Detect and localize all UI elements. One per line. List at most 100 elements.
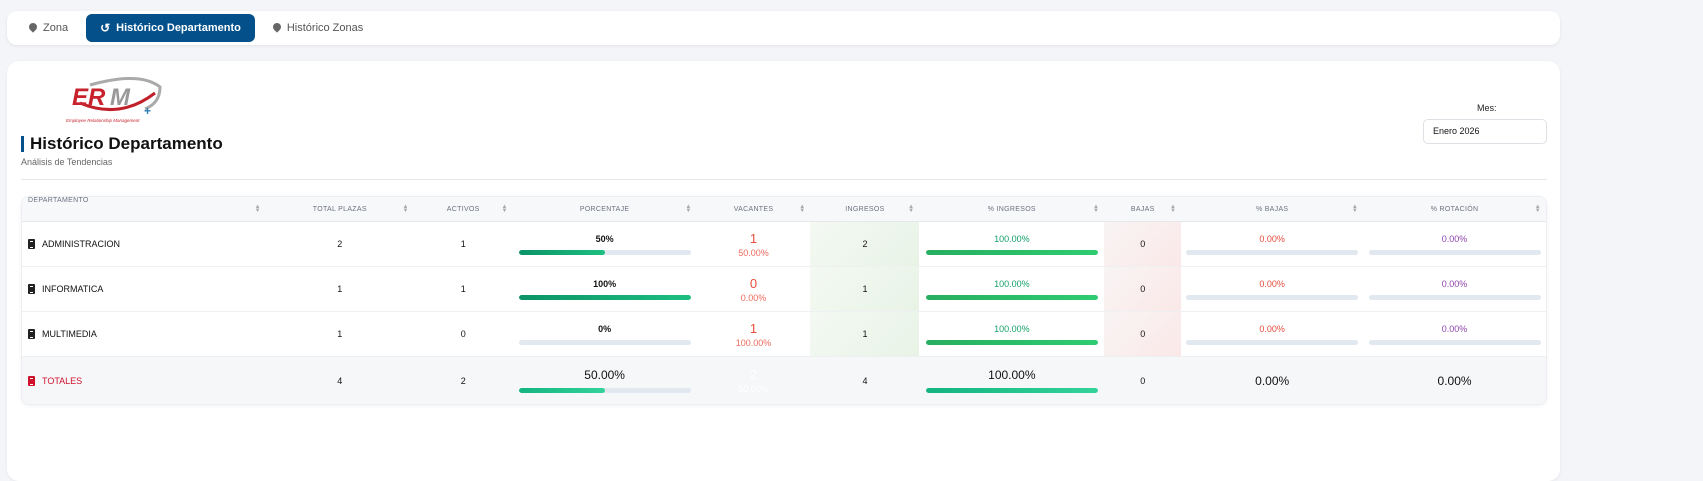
progress-fill — [925, 388, 1098, 393]
activos-cell: 0 — [414, 312, 513, 356]
column-header[interactable]: % BAJAS ▲ ▼ — [1181, 197, 1363, 221]
table-header: DEPARTAMENTO ▲ ▼ TOTAL PLAZAS ▲ ▼ ACTIVOS ▲ ▼ POR… — [22, 197, 1546, 222]
activos: 1 — [460, 284, 466, 294]
building-icon — [28, 329, 35, 339]
column-header-label: % ROTACIÓN — [1430, 205, 1479, 213]
total-plazas: 1 — [337, 329, 343, 339]
total-plazas-cell: 1 — [266, 312, 414, 356]
column-header[interactable]: TOTAL PLAZAS ▲ ▼ — [266, 197, 414, 221]
vacantes-pct: 0.00% — [740, 292, 767, 303]
progress-bar — [925, 388, 1098, 393]
vacantes: 1 — [749, 230, 758, 246]
tab-historico-zonas[interactable]: Histórico Zonas — [259, 14, 377, 42]
bajas: 0 — [1140, 329, 1146, 339]
sort-icon[interactable]: ▲ ▼ — [799, 204, 806, 214]
pct-ingresos: 100.00% — [994, 323, 1030, 334]
sort-icon[interactable]: ▲ ▼ — [402, 204, 409, 214]
pct-ingresos-cell: 100.00% — [919, 312, 1104, 356]
rotacion-cell: 0.00% — [1363, 357, 1546, 404]
pct-rotacion: 0.00% — [1441, 278, 1468, 289]
porcentaje: 50.00% — [584, 368, 625, 382]
vacantes-pct: 100.00% — [735, 337, 772, 348]
porcentaje-cell: 100% — [513, 267, 697, 311]
tab-historico-departamento[interactable]: ↺ Histórico Departamento — [86, 14, 255, 42]
tab-label: Zona — [43, 22, 69, 34]
sort-icon[interactable]: ▲ ▼ — [1169, 204, 1177, 214]
progress-fill — [518, 249, 605, 255]
svg-text:Employee Relationship Manageme: Employee Relationship Management — [66, 118, 140, 123]
pct-bajas: 0.00% — [1259, 323, 1285, 334]
sort-icon[interactable]: ▲ ▼ — [1351, 204, 1359, 214]
bajas-cell: 0 — [1104, 312, 1182, 356]
column-header[interactable]: BAJAS ▲ ▼ — [1104, 197, 1181, 221]
pct-ingresos: 100.00% — [988, 368, 1036, 382]
activos: 1 — [460, 239, 466, 249]
department-table: DEPARTAMENTO ▲ ▼ TOTAL PLAZAS ▲ ▼ ACTIVOS ▲ ▼ POR… — [21, 196, 1547, 405]
main-card: ER M + Employee Relationship Management … — [7, 61, 1560, 481]
dept-cell: TOTALES — [22, 357, 266, 404]
column-header[interactable]: ACTIVOS ▲ ▼ — [414, 197, 513, 221]
total-plazas-cell: 2 — [266, 222, 414, 266]
progress-fill — [925, 249, 1098, 255]
progress-fill — [518, 294, 691, 300]
column-header[interactable]: DEPARTAMENTO ▲ ▼ — [22, 197, 266, 221]
activos-cell: 1 — [414, 222, 513, 266]
tab-zona[interactable]: Zona — [15, 14, 82, 42]
page-subtitle: Análisis de Tendencias — [21, 157, 113, 167]
progress-bar — [1368, 294, 1541, 300]
sort-icon[interactable]: ▲ ▼ — [908, 204, 915, 214]
svg-text:ER: ER — [72, 84, 106, 111]
pct-rotacion: 0.00% — [1437, 373, 1472, 388]
column-header[interactable]: % INGRESOS ▲ ▼ — [919, 197, 1104, 221]
vacantes-pct: 50.00% — [738, 247, 769, 258]
progress-fill — [925, 339, 1098, 345]
progress-bar — [1368, 339, 1541, 345]
column-header[interactable]: % ROTACIÓN ▲ ▼ — [1363, 197, 1546, 221]
ingresos-cell: 1 — [810, 267, 920, 311]
activos-cell: 1 — [414, 267, 513, 311]
sort-icon[interactable]: ▲ ▼ — [1534, 204, 1541, 214]
bajas-cell: 0 — [1104, 222, 1182, 266]
pct-bajas-cell: 0.00% — [1181, 222, 1363, 266]
svg-text:M: M — [110, 84, 131, 111]
totals-row: TOTALES 4 2 50.00% 2 50.00% 4 100.00% 0 0… — [22, 357, 1546, 404]
total-plazas: 1 — [337, 284, 343, 294]
vacantes-cell: 1 50.00% — [697, 222, 811, 266]
map-pin-icon — [29, 23, 37, 33]
column-header-label: BAJAS — [1130, 205, 1155, 213]
progress-bar — [925, 294, 1098, 300]
rotacion-cell: 0.00% — [1363, 312, 1546, 356]
dept-name: INFORMATICA — [42, 284, 104, 294]
pct-bajas-cell: 0.00% — [1181, 312, 1363, 356]
column-header-label: ACTIVOS — [446, 205, 480, 213]
vacantes: 0 — [749, 275, 758, 291]
month-input[interactable]: Enero 2026 — [1423, 119, 1547, 144]
sort-icon[interactable]: ▲ ▼ — [501, 204, 508, 214]
bajas: 0 — [1140, 239, 1146, 249]
bajas: 0 — [1140, 375, 1146, 386]
vacantes: 2 — [749, 367, 758, 382]
sort-icon[interactable]: ▲ ▼ — [254, 204, 261, 214]
porcentaje: 50% — [595, 233, 614, 244]
porcentaje-cell: 0% — [513, 312, 697, 356]
total-plazas: 2 — [337, 239, 343, 249]
vacantes: 1 — [749, 320, 758, 336]
activos: 2 — [460, 375, 466, 386]
dept-cell: INFORMATICA — [22, 267, 266, 311]
tab-label: Histórico Zonas — [286, 22, 364, 34]
column-header[interactable]: VACANTES ▲ ▼ — [697, 197, 811, 221]
column-header[interactable]: PORCENTAJE ▲ ▼ — [513, 197, 697, 221]
vacantes-cell: 1 100.00% — [697, 312, 811, 356]
total-plazas-cell: 4 — [266, 357, 414, 404]
dept-name: MULTIMEDIA — [42, 329, 97, 339]
month-label: Mes: — [1477, 103, 1497, 113]
column-header-label: DEPARTAMENTO — [28, 197, 89, 204]
pct-ingresos: 100.00% — [994, 278, 1030, 289]
column-header-label: % BAJAS — [1255, 205, 1289, 213]
column-header[interactable]: INGRESOS ▲ ▼ — [810, 197, 919, 221]
ingresos-cell: 1 — [810, 312, 920, 356]
sort-icon[interactable]: ▲ ▼ — [1093, 204, 1100, 214]
sort-icon[interactable]: ▲ ▼ — [685, 204, 692, 214]
dept-name: TOTALES — [42, 375, 83, 386]
pct-bajas: 0.00% — [1255, 373, 1290, 388]
